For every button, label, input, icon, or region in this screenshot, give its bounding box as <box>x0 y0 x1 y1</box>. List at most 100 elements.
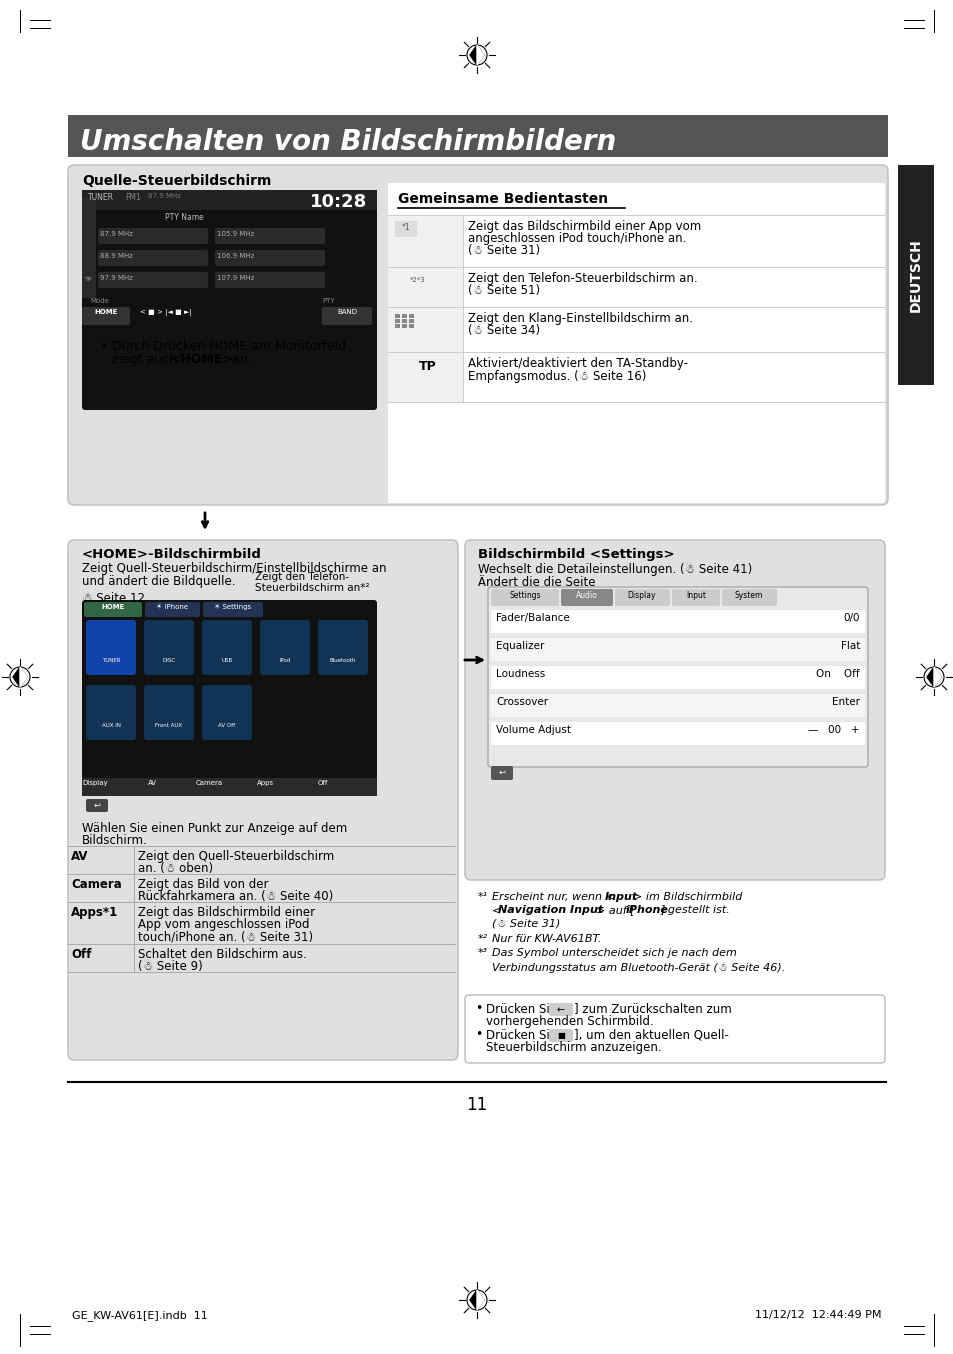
Bar <box>395 320 399 324</box>
FancyBboxPatch shape <box>548 1029 573 1043</box>
Text: ☀ Settings: ☀ Settings <box>214 604 252 611</box>
Text: Rückfahrkamera an. (☃ Seite 40): Rückfahrkamera an. (☃ Seite 40) <box>138 890 333 903</box>
Text: HOME: HOME <box>94 309 117 315</box>
Text: Fader/Balance: Fader/Balance <box>496 613 569 623</box>
Text: Verbindungsstatus am Bluetooth-Gerät (☃ Seite 46).: Verbindungsstatus am Bluetooth-Gerät (☃ … <box>492 961 784 974</box>
Text: 97.9 MHz: 97.9 MHz <box>100 275 132 282</box>
Bar <box>897 165 933 385</box>
Bar <box>409 324 414 328</box>
Text: Loudness: Loudness <box>496 669 545 678</box>
Polygon shape <box>933 668 940 686</box>
Bar <box>401 324 407 328</box>
Text: Camera: Camera <box>195 780 222 787</box>
Text: <HOME>-Bildschirmbild: <HOME>-Bildschirmbild <box>82 548 262 561</box>
FancyBboxPatch shape <box>214 272 325 288</box>
Circle shape <box>467 1290 486 1311</box>
Polygon shape <box>13 668 27 686</box>
Text: Off: Off <box>317 780 328 787</box>
Text: (☃ Seite 9): (☃ Seite 9) <box>138 960 203 974</box>
Text: <HOME>: <HOME> <box>171 353 233 366</box>
Text: *²: *² <box>477 934 488 944</box>
Text: an.: an. <box>228 353 252 366</box>
Text: Volume Adjust: Volume Adjust <box>496 724 571 735</box>
Text: TP: TP <box>418 360 436 372</box>
Bar <box>82 779 376 796</box>
Text: Bildschirmbild <Settings>: Bildschirmbild <Settings> <box>477 548 674 561</box>
Polygon shape <box>476 1290 483 1311</box>
FancyBboxPatch shape <box>214 227 325 244</box>
Bar <box>82 190 376 210</box>
FancyBboxPatch shape <box>214 250 325 265</box>
FancyBboxPatch shape <box>671 589 720 607</box>
Bar <box>388 183 884 502</box>
Text: Gemeinsame Bedientasten: Gemeinsame Bedientasten <box>397 192 607 206</box>
Text: Steuerbildschirm an*²: Steuerbildschirm an*² <box>254 584 369 593</box>
Text: Umschalten von Bildschirmbildern: Umschalten von Bildschirmbildern <box>80 129 616 156</box>
Bar <box>395 314 399 318</box>
Text: —   00   +: — 00 + <box>807 724 859 735</box>
Text: PTY: PTY <box>322 298 335 305</box>
Text: TP: TP <box>85 278 92 282</box>
FancyBboxPatch shape <box>98 272 208 288</box>
FancyBboxPatch shape <box>491 766 513 780</box>
Text: Zeigt das Bildschirmbild einer: Zeigt das Bildschirmbild einer <box>138 906 314 919</box>
Text: (☃ Seite 31): (☃ Seite 31) <box>468 244 539 257</box>
Text: ↩: ↩ <box>498 768 505 777</box>
Text: Schaltet den Bildschirm aus.: Schaltet den Bildschirm aus. <box>138 948 307 961</box>
Text: vorhergehenden Schirmbild.: vorhergehenden Schirmbild. <box>485 1016 653 1028</box>
Text: Steuerbildschirm anzuzeigen.: Steuerbildschirm anzuzeigen. <box>485 1041 661 1053</box>
Polygon shape <box>20 668 27 686</box>
Text: Empfangsmodus. (☃ Seite 16): Empfangsmodus. (☃ Seite 16) <box>468 370 646 383</box>
Bar <box>82 198 96 298</box>
Text: (☃ Seite 34): (☃ Seite 34) <box>468 324 539 337</box>
Text: Mode: Mode <box>90 298 109 305</box>
Text: Ändert die die Seite: Ändert die die Seite <box>477 575 595 589</box>
FancyBboxPatch shape <box>202 620 252 676</box>
FancyBboxPatch shape <box>317 620 368 676</box>
FancyBboxPatch shape <box>491 589 558 607</box>
Text: Aktiviert/deaktiviert den TA-Standby-: Aktiviert/deaktiviert den TA-Standby- <box>468 357 687 370</box>
Text: < ■ > |◄ ■ ►|: < ■ > |◄ ■ ►| <box>140 309 192 315</box>
FancyBboxPatch shape <box>464 995 884 1063</box>
FancyBboxPatch shape <box>202 685 252 741</box>
Text: Das Symbol unterscheidet sich je nach dem: Das Symbol unterscheidet sich je nach de… <box>492 948 736 959</box>
FancyBboxPatch shape <box>84 603 142 617</box>
Bar <box>409 314 414 318</box>
Text: 10:28: 10:28 <box>310 194 367 211</box>
Text: Front AUX: Front AUX <box>155 723 182 728</box>
Polygon shape <box>476 45 483 65</box>
Text: und ändert die Bildquelle.: und ändert die Bildquelle. <box>82 575 235 588</box>
Polygon shape <box>470 1290 483 1311</box>
FancyBboxPatch shape <box>98 250 208 265</box>
Text: 106.9 MHz: 106.9 MHz <box>216 253 254 259</box>
Text: TUNER: TUNER <box>102 658 120 663</box>
FancyBboxPatch shape <box>86 685 136 741</box>
Text: 87.9 MHz: 87.9 MHz <box>148 194 181 199</box>
Circle shape <box>923 668 943 686</box>
Text: Equalizer: Equalizer <box>496 640 544 651</box>
FancyBboxPatch shape <box>86 620 136 676</box>
Text: FM1: FM1 <box>125 194 141 202</box>
Text: <: < <box>492 904 501 915</box>
FancyBboxPatch shape <box>82 307 130 325</box>
Bar <box>491 693 864 718</box>
Text: Enter: Enter <box>831 697 859 707</box>
Text: ←: ← <box>557 1005 564 1016</box>
Text: BAND: BAND <box>336 309 356 315</box>
Text: ↩: ↩ <box>93 802 100 810</box>
Bar <box>395 324 399 328</box>
Text: zeigt auch: zeigt auch <box>112 353 181 366</box>
Text: Zeigt den Telefon-Steuerbildschirm an.: Zeigt den Telefon-Steuerbildschirm an. <box>468 272 697 284</box>
Text: Zeigt den Telefon-: Zeigt den Telefon- <box>254 571 349 582</box>
Text: HOME: HOME <box>101 604 125 611</box>
Bar <box>401 314 407 318</box>
Text: Navigation Input: Navigation Input <box>497 904 602 915</box>
Text: *2*3: *2*3 <box>410 278 425 283</box>
Text: 105.9 MHz: 105.9 MHz <box>216 232 254 237</box>
Bar <box>388 352 462 402</box>
Text: Drücken Sie [: Drücken Sie [ <box>485 1028 565 1041</box>
Text: System: System <box>734 590 762 600</box>
Text: Zeigt Quell-Steuerbildschirm/Einstellbildschirme an: Zeigt Quell-Steuerbildschirm/Einstellbil… <box>82 562 386 575</box>
Text: Zeigt das Bild von der: Zeigt das Bild von der <box>138 877 268 891</box>
Text: (☃ Seite 31): (☃ Seite 31) <box>492 918 559 929</box>
